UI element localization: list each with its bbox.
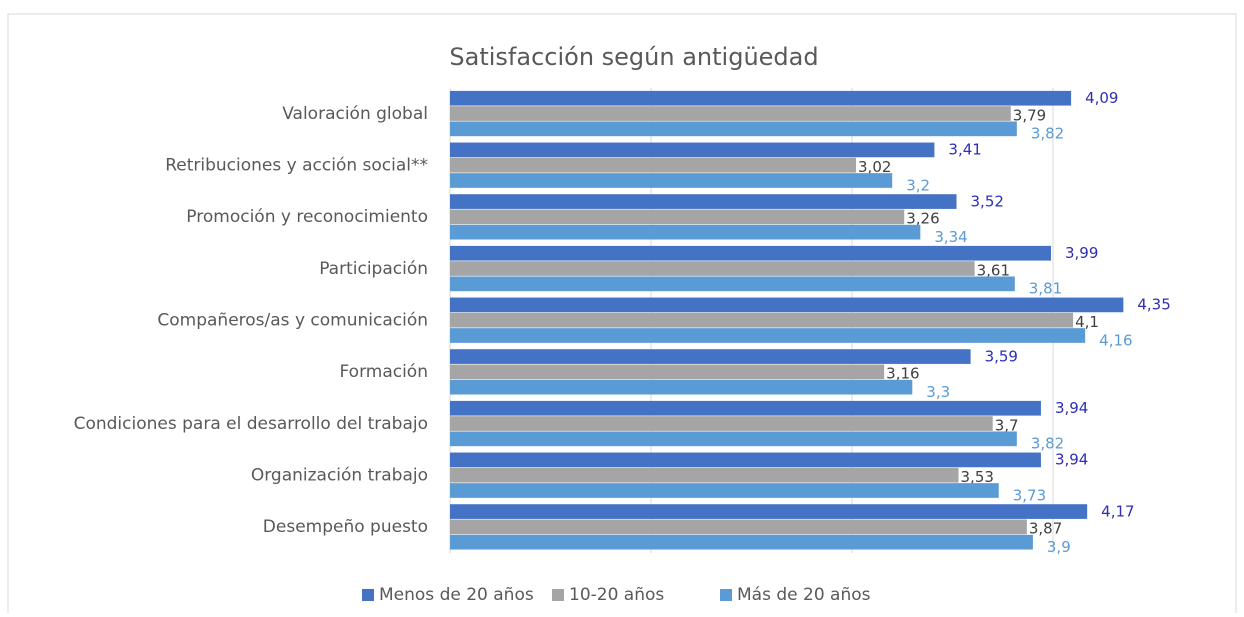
bar: [450, 209, 905, 225]
bar: [450, 194, 957, 209]
bar: [450, 364, 885, 380]
y-tick-label: Promoción y reconocimiento: [186, 207, 428, 227]
value-label: 3,16: [886, 365, 919, 383]
value-label: 4,35: [1137, 296, 1170, 314]
y-tick-label: Desempeño puesto: [263, 517, 428, 537]
bar: [450, 483, 999, 498]
value-label: 3,87: [1029, 520, 1062, 538]
value-label: 4,17: [1101, 502, 1134, 520]
value-label: 3,61: [977, 261, 1010, 279]
value-label: 3,2: [906, 176, 930, 194]
bar: [450, 157, 857, 173]
bar: [450, 224, 921, 240]
value-label: 3,26: [906, 210, 939, 228]
value-label: 3,59: [985, 347, 1018, 365]
bar: [450, 467, 959, 483]
value-label: 3,82: [1031, 435, 1064, 453]
bar: [450, 297, 1124, 313]
bar: [450, 349, 971, 364]
bar: [450, 504, 1088, 519]
bar: [450, 90, 1072, 106]
bar: [450, 106, 1011, 121]
value-label: 3,94: [1055, 451, 1088, 469]
bar: [450, 245, 1051, 261]
legend-swatch: [552, 589, 564, 601]
bar: [450, 173, 893, 188]
value-label: 3,94: [1055, 399, 1088, 417]
value-label: 3,52: [971, 192, 1004, 210]
value-label: 3,41: [948, 141, 981, 159]
y-tick-label: Retribuciones y acción social**: [165, 156, 428, 176]
y-tick-label: Participación: [319, 259, 428, 279]
chart-title: Satisfacción según antigüedad: [449, 43, 818, 71]
value-label: 3,53: [961, 468, 994, 486]
bar: [450, 379, 913, 395]
value-label: 4,1: [1075, 313, 1099, 331]
legend-label: Menos de 20 años: [379, 585, 534, 605]
legend-label: Más de 20 años: [737, 585, 871, 605]
bar: [450, 534, 1033, 550]
bar: [450, 121, 1017, 137]
bar: [450, 519, 1027, 535]
value-label: 3,9: [1047, 538, 1071, 556]
value-label: 3,79: [1013, 106, 1046, 124]
value-label: 4,09: [1085, 89, 1118, 107]
y-tick-label: Valoración global: [282, 104, 428, 124]
value-label: 3,99: [1065, 244, 1098, 262]
bar: [450, 276, 1015, 292]
y-tick-label: Condiciones para el desarrollo del traba…: [74, 414, 428, 434]
y-tick-label: Compañeros/as y comunicación: [157, 311, 428, 331]
value-label: 3,34: [934, 228, 967, 246]
bar: [450, 431, 1017, 447]
y-tick-label: Formación: [340, 362, 429, 382]
value-label: 3,3: [926, 383, 950, 401]
value-label: 3,82: [1031, 125, 1064, 143]
value-label: 3,81: [1029, 280, 1062, 298]
legend-swatch: [720, 589, 732, 601]
bar: [450, 452, 1041, 468]
bar: [450, 142, 935, 158]
bar: [450, 261, 975, 276]
value-label: 4,16: [1099, 331, 1132, 349]
legend-swatch: [362, 589, 374, 601]
value-label: 3,7: [995, 416, 1019, 434]
legend-label: 10-20 años: [569, 585, 664, 605]
bar: [450, 312, 1074, 328]
y-tick-label: Organización trabajo: [251, 466, 428, 486]
bar: [450, 400, 1041, 416]
bar: [450, 328, 1086, 343]
value-label: 3,73: [1013, 486, 1046, 504]
bar: [450, 416, 993, 431]
value-label: 3,02: [858, 158, 891, 176]
